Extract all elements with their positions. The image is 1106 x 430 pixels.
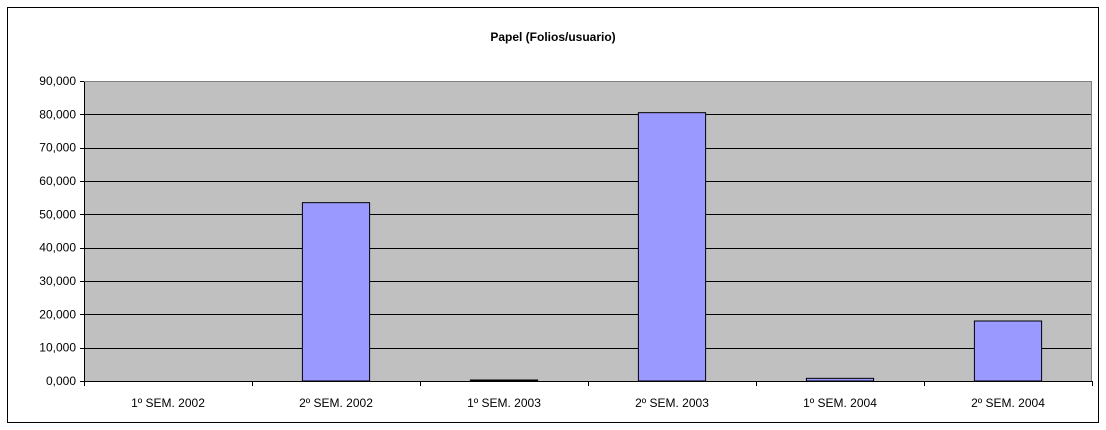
y-tick-label: 60,000: [39, 174, 76, 188]
x-tick-label: 1º SEM. 2002: [131, 396, 205, 410]
x-tick-label: 1º SEM. 2004: [803, 396, 877, 410]
y-tick-label: 0,000: [46, 374, 76, 388]
bar: [637, 112, 707, 382]
y-tick-label: 50,000: [39, 207, 76, 221]
chart-title: Papel (Folios/usuario): [490, 30, 615, 44]
x-tick-label: 2º SEM. 2002: [299, 396, 373, 410]
y-tick-label: 90,000: [39, 74, 76, 88]
y-tick-label: 20,000: [39, 307, 76, 321]
bar: [805, 377, 875, 382]
y-axis-tick-labels: 0,000 10,000 20,000 30,000 40,000 50,000 60,00…: [39, 74, 76, 388]
plot-background: [84, 81, 1092, 381]
axes: [80, 81, 1093, 386]
bars: [301, 112, 1043, 382]
x-axis-tick-labels: 1º SEM. 2002 2º SEM. 2002 1º SEM. 2003 2º S…: [131, 396, 1045, 410]
y-tick-label: 30,000: [39, 274, 76, 288]
y-tick-label: 80,000: [39, 107, 76, 121]
y-tick-label: 10,000: [39, 341, 76, 355]
x-tick-label: 1º SEM. 2003: [467, 396, 541, 410]
y-tick-label: 70,000: [39, 141, 76, 155]
plot-area: [84, 81, 1092, 381]
bar: [973, 320, 1043, 382]
x-tick-label: 2º SEM. 2004: [971, 396, 1045, 410]
x-tick-label: 2º SEM. 2003: [635, 396, 709, 410]
bar: [301, 202, 371, 382]
bar: [469, 379, 539, 382]
y-tick-label: 40,000: [39, 241, 76, 255]
